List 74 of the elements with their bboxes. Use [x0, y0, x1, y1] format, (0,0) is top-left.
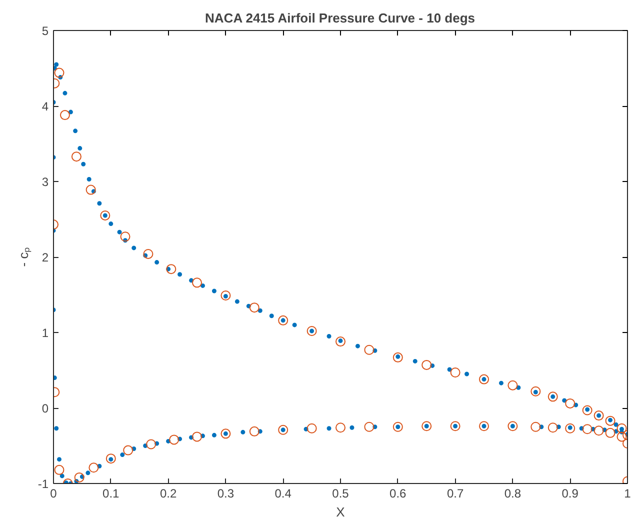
- y-tick-label: 4: [42, 100, 49, 114]
- point: [169, 434, 180, 445]
- point: [594, 426, 604, 436]
- x-tick-label: 0.9: [562, 486, 579, 500]
- point: [192, 278, 202, 288]
- point: [60, 110, 70, 120]
- x-tick-label: 0.6: [390, 486, 407, 500]
- point: [306, 326, 317, 336]
- point: [508, 421, 518, 432]
- point: [146, 439, 156, 450]
- point: [143, 248, 154, 259]
- y-axis-title: - cₚ: [16, 247, 32, 267]
- x-tick-label: 0.4: [274, 486, 292, 500]
- y-tick-label: 5: [42, 24, 49, 38]
- point: [54, 464, 64, 475]
- point: [106, 454, 116, 464]
- x-tick-label: 0.1: [102, 486, 120, 500]
- point: [392, 422, 403, 432]
- x-tick-label: 1: [624, 486, 631, 500]
- point: [548, 422, 558, 433]
- point: [120, 232, 130, 242]
- point: [278, 424, 288, 435]
- point: [548, 392, 558, 402]
- point: [71, 152, 82, 162]
- point: [88, 462, 99, 473]
- x-tick-label: 0: [50, 486, 58, 500]
- x-tick-label: 0.5: [332, 486, 350, 500]
- point: [100, 210, 110, 220]
- point: [336, 336, 346, 347]
- chart-title: NACA 2415 Airfoil Pressure Curve - 10 degs: [205, 10, 476, 26]
- point: [86, 184, 96, 195]
- point: [582, 405, 592, 416]
- point: [220, 428, 231, 439]
- point: [565, 398, 576, 408]
- point: [364, 422, 374, 432]
- point: [249, 302, 260, 313]
- point: [192, 432, 202, 442]
- point: [74, 472, 84, 482]
- point: [336, 422, 346, 433]
- point: [508, 380, 518, 390]
- point: [306, 423, 317, 434]
- x-tick-label: 0.3: [217, 486, 234, 500]
- point: [450, 421, 460, 432]
- point: [605, 428, 616, 438]
- point: [422, 421, 432, 432]
- point: [450, 368, 460, 378]
- point: [54, 68, 64, 78]
- point: [616, 423, 627, 434]
- point: [605, 416, 616, 426]
- point: [422, 360, 432, 370]
- point: [582, 424, 592, 434]
- point: [278, 315, 288, 326]
- point: [392, 352, 403, 362]
- point: [594, 410, 604, 421]
- point: [616, 432, 627, 442]
- x-tick-label: 0.2: [160, 486, 177, 500]
- point: [220, 290, 231, 300]
- point: [123, 445, 134, 456]
- point: [565, 423, 576, 434]
- point: [479, 374, 489, 384]
- point: [249, 426, 260, 436]
- y-tick-label: -1: [38, 477, 49, 491]
- point: [166, 264, 176, 274]
- point: [530, 386, 541, 396]
- y-tick-label: 2: [42, 250, 49, 264]
- x-axis-title: X: [336, 504, 346, 520]
- y-tick-label: 0: [42, 402, 49, 416]
- y-tick-label: 1: [42, 326, 49, 340]
- point: [530, 422, 541, 432]
- point: [364, 344, 374, 355]
- x-tick-label: 0.7: [446, 486, 464, 500]
- point: [479, 421, 489, 432]
- y-tick-label: 3: [42, 175, 49, 189]
- x-tick-label: 0.8: [504, 486, 522, 500]
